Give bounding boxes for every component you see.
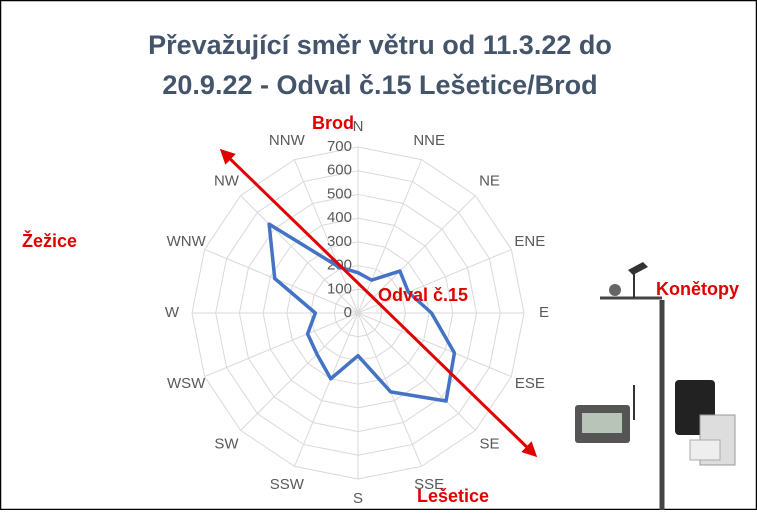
data-point xyxy=(329,377,332,380)
data-point xyxy=(273,277,276,280)
data-point xyxy=(268,223,271,226)
r-tick-label: 300 xyxy=(327,233,352,250)
data-point xyxy=(306,332,309,335)
r-tick-label: 600 xyxy=(327,162,352,179)
data-point xyxy=(370,279,373,282)
data-point xyxy=(430,312,433,315)
category-label: WSW xyxy=(167,375,206,392)
data-point xyxy=(315,353,318,356)
r-tick-label: 0 xyxy=(344,304,352,321)
annotation: Odval č.15 xyxy=(378,285,468,305)
data-point xyxy=(314,312,317,315)
r-tick-label: 700 xyxy=(327,138,352,155)
chart-title: 20.9.22 - Odval č.15 Lešetice/Brod xyxy=(162,70,597,100)
r-tick-label: 100 xyxy=(327,280,352,297)
category-label: E xyxy=(539,304,549,321)
data-point xyxy=(357,354,360,357)
r-tick-label: 400 xyxy=(327,209,352,226)
category-label: NE xyxy=(479,172,500,189)
data-point xyxy=(445,400,448,403)
category-label: ESE xyxy=(515,375,545,392)
data-point xyxy=(453,351,456,354)
annotation: Konětopy xyxy=(656,279,739,299)
category-label: SSW xyxy=(270,476,305,493)
chart: Převažující směr větru od 11.3.22 do 20.… xyxy=(0,0,757,510)
annotation: Žežice xyxy=(22,230,77,251)
category-label: SE xyxy=(480,435,500,452)
chart-title: Převažující směr větru od 11.3.22 do xyxy=(148,30,612,60)
category-label: WNW xyxy=(167,233,207,250)
r-tick-label: 500 xyxy=(327,185,352,202)
category-label: S xyxy=(353,490,363,507)
category-label: NNE xyxy=(413,132,445,149)
page: Převažující směr větru od 11.3.22 do 20.… xyxy=(0,0,757,515)
category-label: ENE xyxy=(514,233,545,250)
data-point xyxy=(357,271,360,274)
data-point xyxy=(398,270,401,273)
category-label: N xyxy=(353,118,364,135)
category-label: NNW xyxy=(269,132,306,149)
category-label: SW xyxy=(214,435,239,452)
annotation: Brod xyxy=(312,113,354,133)
data-point xyxy=(389,390,392,393)
annotation: Lešetice xyxy=(417,486,489,506)
category-label: NW xyxy=(214,172,240,189)
category-label: W xyxy=(165,304,180,321)
